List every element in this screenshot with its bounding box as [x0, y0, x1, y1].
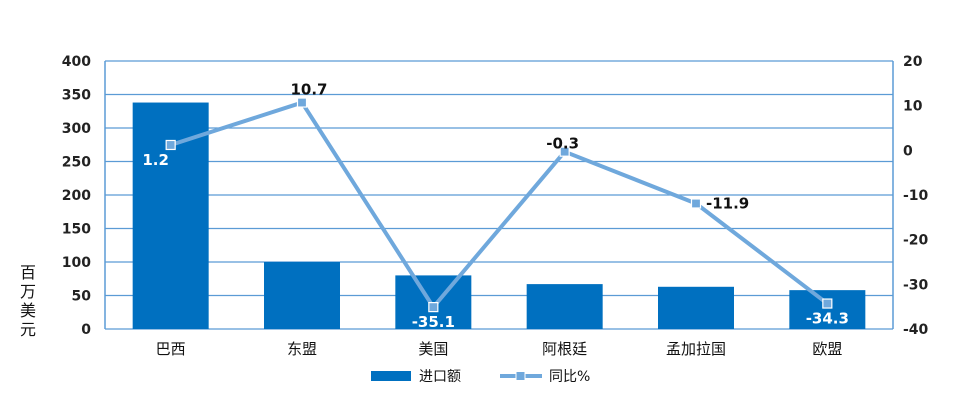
yoy-point-4 [690, 198, 702, 209]
y-tick-label-right: 10 [903, 99, 923, 115]
y-tick-label-right: -40 [903, 322, 929, 338]
legend-label-line: 同比% [549, 369, 590, 385]
y-tick-label-left: 250 [62, 155, 91, 171]
y-tick-label-left: 50 [72, 289, 92, 305]
y-tick-label-right: 0 [903, 143, 913, 159]
bar-3 [526, 284, 603, 329]
bar-5 [789, 290, 866, 329]
y-tick-label-right: -30 [903, 277, 929, 293]
legend-swatch-bar [371, 371, 411, 381]
yoy-data-label: -35.1 [412, 313, 455, 331]
yoy-data-label: -11.9 [706, 194, 749, 212]
y-tick-label-right: -10 [903, 188, 929, 204]
yoy-point-5 [822, 298, 833, 309]
y-tick-label-left: 350 [62, 88, 91, 104]
legend-label-bar: 进口额 [419, 369, 461, 385]
category-label: 美国 [418, 340, 448, 358]
y-tick-label-left: 0 [81, 322, 91, 338]
yoy-line [170, 100, 829, 310]
yoy-data-label: 1.2 [142, 151, 169, 169]
y-axis-title: 百万美元 [20, 263, 36, 339]
bar-1 [264, 262, 340, 329]
yoy-point-3 [559, 146, 570, 157]
yoy-point-0 [165, 139, 176, 151]
category-label: 阿根廷 [542, 340, 587, 358]
category-label: 东盟 [287, 340, 317, 358]
y-tick-label-left: 200 [62, 188, 91, 204]
y-tick-label-left: 100 [62, 255, 91, 271]
yoy-data-label: -0.3 [546, 135, 579, 153]
bar-4 [658, 286, 734, 329]
y-tick-label-left: 300 [62, 121, 91, 137]
y-tick-label-right: -20 [903, 233, 929, 249]
category-label: 孟加拉国 [666, 340, 726, 358]
y-tick-label-left: 400 [62, 54, 91, 70]
y-tick-label-left: 150 [62, 222, 91, 238]
yoy-data-label: 10.7 [290, 81, 327, 99]
yoy-point-2 [428, 302, 439, 313]
y-tick-label-right: 20 [903, 54, 923, 70]
category-label: 巴西 [156, 340, 186, 358]
category-label: 欧盟 [812, 340, 842, 358]
yoy-point-1 [296, 97, 308, 108]
yoy-data-label: -34.3 [806, 310, 849, 328]
legend-swatch-marker [515, 371, 526, 381]
